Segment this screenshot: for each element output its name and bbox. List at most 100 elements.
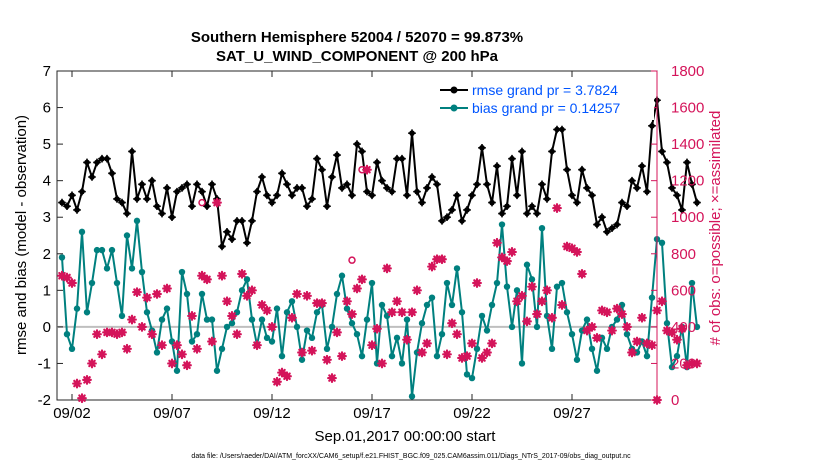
rmse-marker-cross <box>108 169 116 178</box>
obs-assimilated-point <box>217 270 227 281</box>
bias-point <box>583 316 591 323</box>
rmse-marker-cross <box>403 191 411 200</box>
obs-assimilated-point <box>557 300 567 310</box>
obs-marker <box>622 321 632 332</box>
rmse-marker-cross <box>408 129 416 137</box>
rmse-marker-cross <box>198 187 206 196</box>
obs-assimilated-point <box>602 307 612 318</box>
obs-assimilated-point <box>417 347 427 358</box>
rmse-point <box>673 191 681 200</box>
obs-assimilated-point <box>317 298 327 309</box>
bias-point <box>78 228 86 236</box>
bias-point <box>343 305 351 312</box>
rmse-point <box>173 187 181 196</box>
obs-assimilated-point <box>62 272 72 283</box>
rmse-marker-cross <box>528 202 536 211</box>
rmse-marker-cross <box>683 158 691 167</box>
bias-point <box>73 305 81 312</box>
rmse-marker-cross <box>273 191 281 200</box>
rmse-marker-cross <box>113 195 121 203</box>
bias-point <box>108 246 116 254</box>
obs-marker <box>192 343 202 354</box>
rmse-marker-cross <box>243 239 251 247</box>
obs-marker <box>392 296 402 307</box>
obs-marker <box>627 347 637 358</box>
rmse-point <box>273 191 281 200</box>
rmse-point <box>263 191 271 200</box>
rmse-marker-cross <box>463 206 471 214</box>
obs-assimilated-point <box>112 329 122 340</box>
rmse-series <box>58 96 701 251</box>
bias-point <box>248 316 256 323</box>
obs-marker <box>487 338 497 349</box>
rmse-point <box>518 147 526 156</box>
bias-point <box>453 265 461 272</box>
rmse-marker-cross <box>438 217 446 225</box>
rmse-marker-cross <box>483 180 491 189</box>
rmse-point <box>368 191 376 200</box>
obs-marker <box>122 343 132 354</box>
obs-assimilated-point <box>202 274 212 285</box>
obs-marker <box>292 289 302 299</box>
rmse-point <box>618 198 626 207</box>
rmse-marker-cross <box>73 206 81 214</box>
rmse-point <box>348 191 356 200</box>
obs-assimilated-point <box>102 327 112 338</box>
rmse-point <box>283 180 291 189</box>
rmse-marker-cross <box>203 202 211 211</box>
rmse-marker-cross <box>248 217 256 225</box>
obs-assimilated-point <box>497 252 507 263</box>
obs-marker <box>112 329 122 340</box>
rmse-marker-cross <box>133 195 141 203</box>
rmse-point <box>413 187 421 196</box>
rmse-point <box>528 202 536 211</box>
obs-assimilated-point <box>512 296 522 307</box>
rmse-marker-cross <box>278 169 286 178</box>
obs-assimilated-point <box>452 329 462 340</box>
obs-assimilated-point <box>57 270 67 281</box>
rmse-marker-cross <box>643 187 651 196</box>
rmse-marker-cross <box>663 158 671 167</box>
bias-point <box>348 320 356 327</box>
rmse-marker-cross <box>168 213 176 222</box>
bias-point <box>538 224 546 232</box>
obs-assimilated-point <box>462 351 472 362</box>
bias-point <box>413 349 421 356</box>
obs-marker <box>692 358 702 369</box>
obs-marker <box>217 270 227 281</box>
legend-bias-marker <box>450 104 458 112</box>
obs-assimilated-point <box>552 203 562 213</box>
rmse-point <box>308 195 316 203</box>
rmse-point <box>538 180 546 189</box>
obs-marker <box>352 283 362 294</box>
obs-assimilated-point <box>377 358 387 369</box>
rmse-marker-cross <box>148 176 156 185</box>
bias-point <box>523 261 531 268</box>
rmse-point <box>158 209 166 218</box>
rmse-marker-cross <box>308 195 316 203</box>
obs-marker <box>277 367 287 378</box>
plot-area <box>56 70 658 401</box>
rmse-point <box>628 176 636 185</box>
bias-point <box>68 345 76 353</box>
obs-assimilated-point <box>432 254 442 265</box>
obs-marker <box>82 374 92 385</box>
obs-assimilated-point <box>312 298 322 309</box>
bias-point <box>663 320 671 327</box>
bias-point <box>398 360 406 367</box>
obs-marker <box>252 340 262 351</box>
rmse-marker-cross <box>523 209 531 218</box>
rmse-marker-cross <box>348 191 356 200</box>
rmse-marker-cross <box>183 180 191 189</box>
obs-marker <box>577 268 587 279</box>
obs-marker <box>562 241 572 252</box>
obs-marker <box>197 270 207 281</box>
rmse-point <box>508 154 516 163</box>
obs-assimilated-point <box>387 307 397 318</box>
obs-marker <box>632 336 642 347</box>
obs-marker <box>472 278 482 288</box>
rmse-marker-cross <box>418 198 426 207</box>
rmse-point <box>458 217 466 225</box>
bias-point <box>213 367 221 374</box>
obs-assimilated-point <box>167 358 177 369</box>
